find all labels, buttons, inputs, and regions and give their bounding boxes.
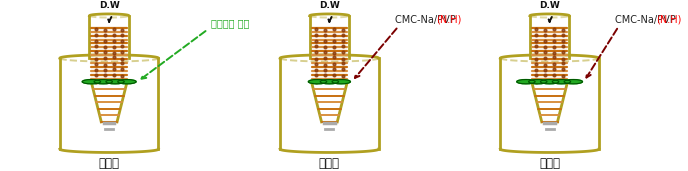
Text: CMC-Na/PVP: CMC-Na/PVP: [615, 15, 679, 25]
Circle shape: [540, 80, 559, 84]
Circle shape: [552, 80, 570, 84]
Text: 새싹쉡소 씨앵: 새싹쉡소 씨앵: [211, 18, 250, 28]
Text: CMC-Na/PVP: CMC-Na/PVP: [395, 15, 459, 25]
Circle shape: [528, 80, 547, 84]
Circle shape: [332, 80, 350, 84]
Text: D.W: D.W: [319, 1, 340, 10]
Circle shape: [106, 80, 125, 84]
Text: D.W: D.W: [99, 1, 120, 10]
Circle shape: [320, 80, 338, 84]
Text: 비교군: 비교군: [539, 157, 560, 170]
Text: D.W: D.W: [539, 1, 560, 10]
Circle shape: [118, 80, 136, 84]
Text: 비교군: 비교군: [319, 157, 340, 170]
Circle shape: [564, 80, 583, 84]
Text: 대조군: 대조군: [98, 157, 120, 170]
Circle shape: [82, 80, 100, 84]
Circle shape: [308, 80, 327, 84]
Circle shape: [517, 80, 535, 84]
Text: (N.H): (N.H): [656, 15, 682, 25]
Text: (N.H): (N.H): [436, 15, 461, 25]
Circle shape: [94, 80, 112, 84]
